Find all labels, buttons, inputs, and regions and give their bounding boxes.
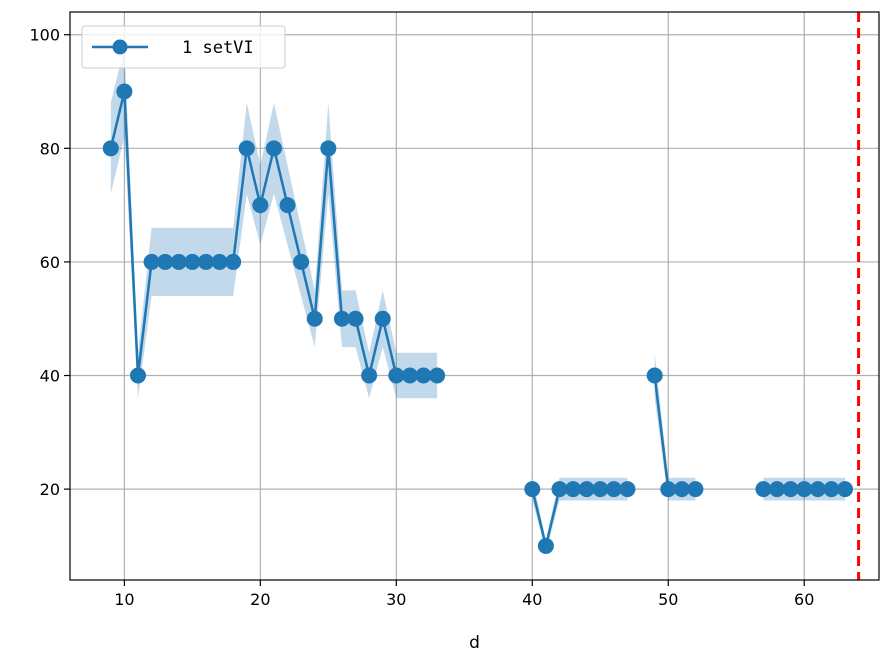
legend-marker-swatch [112,39,128,55]
x-tick-label: 10 [114,590,134,609]
data-point [809,481,826,498]
data-point [347,310,364,327]
data-point [102,140,119,157]
data-point [646,367,663,384]
data-point [279,197,296,214]
data-point [374,310,391,327]
x-axis-ticks: 10 20 30 40 50 60 [114,580,814,609]
data-point [306,310,323,327]
x-tick-label: 20 [250,590,270,609]
data-point [429,367,446,384]
data-point [265,140,282,157]
data-point [592,481,609,498]
x-tick-label: 50 [658,590,678,609]
data-point [225,253,242,270]
y-tick-label: 60 [40,253,60,272]
confidence-band [110,46,438,399]
data-point [388,367,405,384]
legend-label: 1 setVI [182,38,254,58]
data-point [673,481,690,498]
data-point [578,481,595,498]
data-point [837,481,854,498]
data-point [252,197,269,214]
data-point [660,481,677,498]
data-point [129,367,146,384]
data-point [333,310,350,327]
y-tick-label: 40 [40,367,60,386]
x-tick-label: 60 [794,590,814,609]
data-point [755,481,772,498]
data-point [687,481,704,498]
data-point [170,253,187,270]
legend-box [81,25,286,69]
data-point [361,367,378,384]
y-tick-label: 100 [29,26,60,45]
data-point [401,367,418,384]
data-point [143,253,160,270]
data-point [415,367,432,384]
plot-area-frame [69,11,880,581]
data-point [157,253,174,270]
data-point [116,83,133,100]
data-point [823,481,840,498]
data-point [197,253,214,270]
x-tick-label: 30 [386,590,406,609]
data-point [184,253,201,270]
y-axis-ticks: 20 40 60 80 100 [29,26,70,499]
x-tick-label: 40 [522,590,542,609]
data-point [524,481,541,498]
series-markers [102,83,854,554]
data-point [238,140,255,157]
y-tick-label: 20 [40,480,60,499]
data-point [320,140,337,157]
data-point [551,481,568,498]
data-point [782,481,799,498]
legend: 1 setVI [81,25,286,69]
data-point [769,481,786,498]
data-point [605,481,622,498]
data-point [537,537,554,554]
data-point [565,481,582,498]
data-point [293,253,310,270]
data-point [796,481,813,498]
y-tick-label: 80 [40,139,60,158]
x-axis-label: d [469,633,480,653]
data-point [211,253,228,270]
data-point [619,481,636,498]
